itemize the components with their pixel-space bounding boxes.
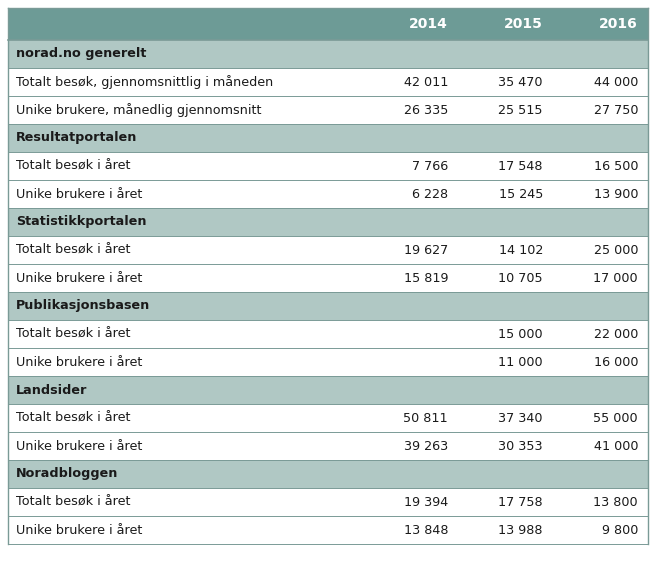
Text: 42 011: 42 011 <box>403 76 448 88</box>
Bar <box>8 208 648 236</box>
Text: norad.no generelt: norad.no generelt <box>16 47 146 61</box>
Bar <box>8 292 648 320</box>
Bar <box>8 124 648 152</box>
Text: Unike brukere i året: Unike brukere i året <box>16 439 142 453</box>
Text: 26 335: 26 335 <box>403 103 448 117</box>
Text: 2015: 2015 <box>504 17 543 31</box>
Text: Unike brukere i året: Unike brukere i året <box>16 524 142 536</box>
Bar <box>8 376 648 404</box>
Text: 17 000: 17 000 <box>594 272 638 284</box>
Text: 39 263: 39 263 <box>403 439 448 453</box>
Text: Totalt besøk i året: Totalt besøk i året <box>16 160 131 172</box>
Text: Totalt besøk, gjennomsnittlig i måneden: Totalt besøk, gjennomsnittlig i måneden <box>16 75 274 89</box>
Text: 19 627: 19 627 <box>403 243 448 257</box>
Bar <box>8 460 648 488</box>
Text: Publikasjonsbasen: Publikasjonsbasen <box>16 299 150 313</box>
Text: 17 758: 17 758 <box>499 495 543 509</box>
Text: 16 500: 16 500 <box>594 160 638 172</box>
Bar <box>8 432 648 460</box>
Text: 2016: 2016 <box>599 17 638 31</box>
Bar <box>8 516 648 544</box>
Text: Unike brukere i året: Unike brukere i året <box>16 272 142 284</box>
Bar <box>8 264 648 292</box>
Text: 22 000: 22 000 <box>594 328 638 340</box>
Text: Totalt besøk i året: Totalt besøk i året <box>16 243 131 257</box>
Text: Totalt besøk i året: Totalt besøk i året <box>16 495 131 509</box>
Text: 44 000: 44 000 <box>594 76 638 88</box>
Text: 13 988: 13 988 <box>499 524 543 536</box>
Text: 13 848: 13 848 <box>403 524 448 536</box>
Bar <box>8 96 648 124</box>
Text: 50 811: 50 811 <box>403 412 448 424</box>
Bar <box>8 8 648 40</box>
Text: 37 340: 37 340 <box>499 412 543 424</box>
Bar <box>8 180 648 208</box>
Text: 9 800: 9 800 <box>602 524 638 536</box>
Text: 55 000: 55 000 <box>594 412 638 424</box>
Bar <box>8 348 648 376</box>
Text: Totalt besøk i året: Totalt besøk i året <box>16 412 131 424</box>
Text: 11 000: 11 000 <box>499 355 543 369</box>
Text: 41 000: 41 000 <box>594 439 638 453</box>
Text: 30 353: 30 353 <box>499 439 543 453</box>
Text: Unike brukere i året: Unike brukere i året <box>16 187 142 201</box>
Text: 19 394: 19 394 <box>403 495 448 509</box>
Text: Landsider: Landsider <box>16 383 87 397</box>
Text: 2014: 2014 <box>409 17 448 31</box>
Bar <box>8 488 648 516</box>
Text: 13 900: 13 900 <box>594 187 638 201</box>
Text: Resultatportalen: Resultatportalen <box>16 132 137 144</box>
Text: 15 819: 15 819 <box>403 272 448 284</box>
Bar <box>8 68 648 96</box>
Text: Unike brukere, månedlig gjennomsnitt: Unike brukere, månedlig gjennomsnitt <box>16 103 262 117</box>
Text: 15 000: 15 000 <box>499 328 543 340</box>
Text: Statistikkportalen: Statistikkportalen <box>16 216 146 228</box>
Bar <box>8 404 648 432</box>
Text: 15 245: 15 245 <box>499 187 543 201</box>
Text: 16 000: 16 000 <box>594 355 638 369</box>
Text: Noradbloggen: Noradbloggen <box>16 468 118 480</box>
Text: 27 750: 27 750 <box>594 103 638 117</box>
Text: 7 766: 7 766 <box>412 160 448 172</box>
Bar <box>8 40 648 68</box>
Text: 25 000: 25 000 <box>594 243 638 257</box>
Bar <box>8 236 648 264</box>
Text: Totalt besøk i året: Totalt besøk i året <box>16 328 131 340</box>
Bar <box>8 320 648 348</box>
Text: 13 800: 13 800 <box>594 495 638 509</box>
Text: 14 102: 14 102 <box>499 243 543 257</box>
Text: 10 705: 10 705 <box>499 272 543 284</box>
Bar <box>8 152 648 180</box>
Text: 25 515: 25 515 <box>499 103 543 117</box>
Text: 6 228: 6 228 <box>412 187 448 201</box>
Text: 35 470: 35 470 <box>499 76 543 88</box>
Text: Unike brukere i året: Unike brukere i året <box>16 355 142 369</box>
Text: 17 548: 17 548 <box>499 160 543 172</box>
